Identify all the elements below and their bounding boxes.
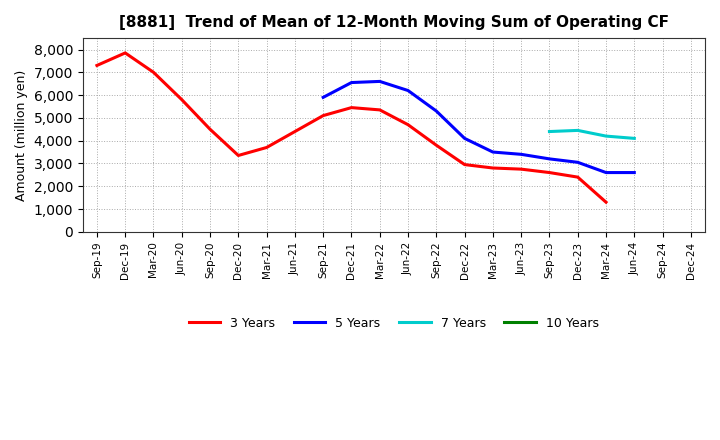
5 Years bbox=[404, 88, 413, 93]
3 Years bbox=[517, 166, 526, 172]
5 Years bbox=[602, 170, 611, 175]
3 Years bbox=[262, 145, 271, 150]
5 Years bbox=[517, 152, 526, 157]
3 Years bbox=[291, 129, 300, 134]
3 Years bbox=[234, 153, 243, 158]
7 Years bbox=[602, 133, 611, 139]
Line: 7 Years: 7 Years bbox=[549, 130, 634, 138]
5 Years bbox=[630, 170, 639, 175]
3 Years bbox=[573, 175, 582, 180]
5 Years bbox=[347, 80, 356, 85]
5 Years bbox=[545, 156, 554, 161]
7 Years bbox=[545, 129, 554, 134]
3 Years bbox=[121, 50, 130, 55]
3 Years bbox=[177, 97, 186, 102]
3 Years bbox=[93, 63, 102, 68]
7 Years bbox=[573, 128, 582, 133]
3 Years bbox=[347, 105, 356, 110]
Title: [8881]  Trend of Mean of 12-Month Moving Sum of Operating CF: [8881] Trend of Mean of 12-Month Moving … bbox=[119, 15, 669, 30]
3 Years bbox=[149, 70, 158, 75]
5 Years bbox=[319, 95, 328, 100]
3 Years bbox=[489, 165, 498, 171]
Legend: 3 Years, 5 Years, 7 Years, 10 Years: 3 Years, 5 Years, 7 Years, 10 Years bbox=[184, 312, 603, 335]
3 Years bbox=[460, 162, 469, 167]
3 Years bbox=[432, 143, 441, 148]
3 Years bbox=[545, 170, 554, 175]
3 Years bbox=[319, 113, 328, 118]
Line: 3 Years: 3 Years bbox=[97, 53, 606, 202]
3 Years bbox=[206, 127, 215, 132]
5 Years bbox=[432, 108, 441, 114]
Line: 5 Years: 5 Years bbox=[323, 81, 634, 172]
5 Years bbox=[573, 160, 582, 165]
5 Years bbox=[460, 136, 469, 141]
3 Years bbox=[375, 107, 384, 113]
3 Years bbox=[602, 200, 611, 205]
5 Years bbox=[375, 79, 384, 84]
3 Years bbox=[404, 122, 413, 127]
Y-axis label: Amount (million yen): Amount (million yen) bbox=[15, 70, 28, 201]
5 Years bbox=[489, 150, 498, 155]
7 Years bbox=[630, 136, 639, 141]
